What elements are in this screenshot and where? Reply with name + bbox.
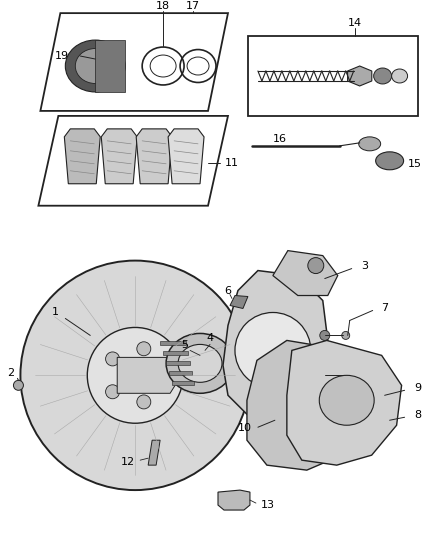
Text: 6: 6 (225, 286, 231, 295)
Circle shape (137, 342, 151, 356)
Polygon shape (218, 490, 250, 510)
Text: 18: 18 (156, 1, 170, 11)
Circle shape (87, 327, 183, 423)
Polygon shape (117, 358, 175, 393)
Circle shape (156, 368, 170, 382)
Ellipse shape (319, 375, 374, 425)
Polygon shape (136, 129, 172, 184)
Polygon shape (166, 361, 190, 365)
Polygon shape (287, 341, 402, 465)
Text: 19: 19 (55, 51, 69, 61)
Polygon shape (148, 440, 160, 465)
Text: 9: 9 (414, 383, 421, 393)
Text: 11: 11 (225, 158, 239, 168)
Circle shape (137, 395, 151, 409)
Polygon shape (230, 295, 248, 309)
Circle shape (342, 332, 350, 340)
Text: 5: 5 (182, 341, 189, 350)
Polygon shape (163, 351, 188, 356)
Ellipse shape (376, 152, 403, 170)
Text: 8: 8 (414, 410, 421, 420)
Ellipse shape (75, 49, 115, 84)
Ellipse shape (166, 334, 234, 393)
Polygon shape (168, 129, 204, 184)
Circle shape (106, 352, 120, 366)
Polygon shape (101, 129, 137, 184)
Ellipse shape (178, 344, 222, 382)
Text: 14: 14 (348, 18, 362, 28)
Text: 7: 7 (381, 303, 388, 313)
Ellipse shape (65, 40, 125, 92)
Polygon shape (247, 341, 362, 470)
Text: 10: 10 (238, 423, 252, 433)
Ellipse shape (374, 68, 392, 84)
Polygon shape (172, 381, 194, 385)
Polygon shape (64, 129, 100, 184)
Circle shape (235, 312, 311, 389)
Text: 16: 16 (273, 134, 287, 144)
Polygon shape (169, 372, 192, 375)
Text: 4: 4 (206, 334, 214, 343)
Text: 2: 2 (7, 368, 14, 378)
Text: 13: 13 (261, 500, 275, 510)
Polygon shape (95, 40, 125, 92)
Polygon shape (273, 251, 338, 295)
Polygon shape (223, 271, 328, 420)
Text: 1: 1 (52, 308, 59, 318)
Circle shape (320, 330, 330, 341)
Ellipse shape (392, 69, 408, 83)
Text: 12: 12 (121, 457, 135, 467)
Circle shape (119, 359, 151, 391)
Circle shape (308, 257, 324, 273)
Polygon shape (160, 342, 186, 345)
Ellipse shape (359, 137, 381, 151)
Circle shape (320, 370, 330, 381)
Text: 17: 17 (186, 1, 200, 11)
Circle shape (14, 381, 23, 390)
Polygon shape (348, 66, 372, 86)
Circle shape (342, 372, 350, 379)
Circle shape (106, 385, 120, 399)
Circle shape (21, 261, 250, 490)
Text: 15: 15 (408, 159, 422, 169)
Text: 3: 3 (361, 261, 368, 271)
